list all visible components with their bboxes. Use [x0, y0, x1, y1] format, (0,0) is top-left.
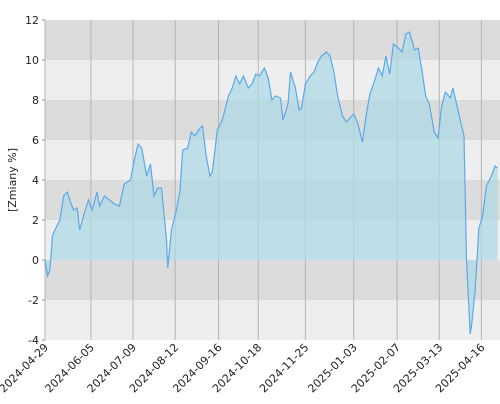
- y-tick-label: 0: [32, 254, 39, 267]
- grid-band: [45, 60, 500, 100]
- y-tick-label: 8: [32, 94, 39, 107]
- grid-band: [45, 20, 500, 60]
- area: [45, 32, 498, 334]
- grid-band: [45, 260, 500, 300]
- y-tick-label: -4: [28, 334, 39, 347]
- y-tick-label: 12: [25, 14, 39, 27]
- y-tick-label: -2: [28, 294, 39, 307]
- y-tick-label: 4: [32, 174, 39, 187]
- y-tick-label: 2: [32, 214, 39, 227]
- y-tick-label: 10: [25, 54, 39, 67]
- y-axis-label: [Zmiany %]: [6, 148, 19, 212]
- x-tick-label: 2024-11-25: [257, 341, 311, 395]
- y-tick-label: 6: [32, 134, 39, 147]
- line: [44, 31, 498, 335]
- grid-band: [45, 300, 500, 340]
